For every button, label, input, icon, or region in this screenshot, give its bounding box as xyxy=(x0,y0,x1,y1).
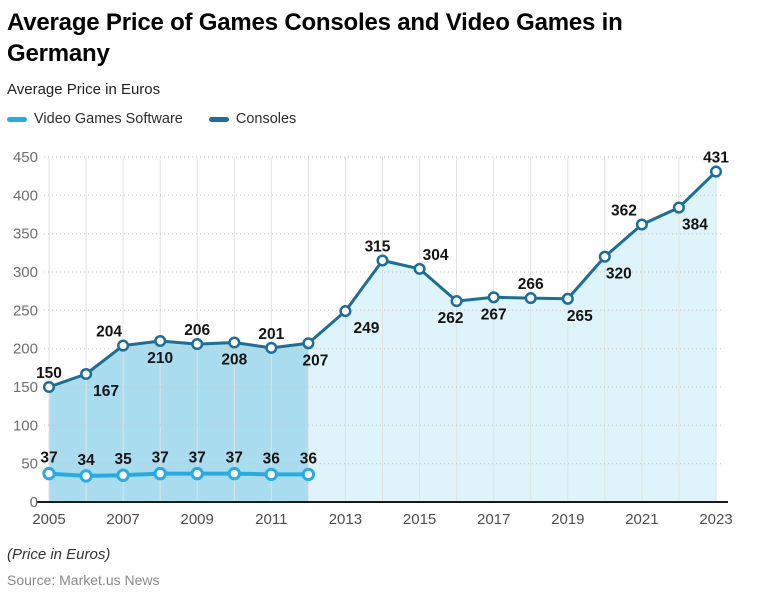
svg-text:36: 36 xyxy=(263,450,281,467)
legend: Video Games Software Consoles xyxy=(7,111,296,127)
svg-text:36: 36 xyxy=(300,450,318,467)
svg-text:2009: 2009 xyxy=(181,511,214,528)
svg-text:207: 207 xyxy=(302,352,328,369)
svg-text:431: 431 xyxy=(703,150,729,167)
svg-text:250: 250 xyxy=(13,302,38,319)
svg-text:150: 150 xyxy=(13,379,38,396)
svg-text:204: 204 xyxy=(96,324,122,341)
consoles-markers xyxy=(42,165,723,394)
video-games-software-swatch-icon xyxy=(7,116,27,122)
svg-text:265: 265 xyxy=(567,308,593,325)
chart-area: 0 50 100 150 200 250 300 350 400 450 2005 2007 2009 2… xyxy=(0,148,768,540)
svg-text:210: 210 xyxy=(147,350,173,367)
svg-text:2021: 2021 xyxy=(625,511,658,528)
svg-text:37: 37 xyxy=(40,450,57,467)
svg-text:400: 400 xyxy=(13,187,38,204)
svg-text:50: 50 xyxy=(21,456,38,473)
highlight-band xyxy=(49,341,309,502)
svg-text:304: 304 xyxy=(423,247,449,264)
svg-text:2017: 2017 xyxy=(477,511,510,528)
svg-text:2011: 2011 xyxy=(255,511,287,528)
legend-label-video-games-software: Video Games Software xyxy=(34,111,183,127)
svg-text:0: 0 xyxy=(30,494,38,511)
consoles-swatch-icon xyxy=(208,116,229,122)
svg-text:362: 362 xyxy=(611,203,637,220)
svg-text:37: 37 xyxy=(226,450,243,467)
svg-text:2019: 2019 xyxy=(551,511,584,528)
svg-text:249: 249 xyxy=(353,320,379,337)
svg-text:2013: 2013 xyxy=(329,511,362,528)
y-axis-tick-labels: 0 50 100 150 200 250 300 350 400 450 xyxy=(13,149,38,511)
video-games-software-markers xyxy=(42,466,316,483)
legend-label-consoles: Consoles xyxy=(235,111,297,127)
consoles-data-labels: 150 167 204 210 206 208 201 207 249 315 304 262 267 2… xyxy=(36,150,729,400)
svg-text:266: 266 xyxy=(518,276,544,293)
video-games-software-data-labels: 37 34 35 37 37 37 36 36 xyxy=(40,450,317,469)
gridlines xyxy=(44,156,723,502)
legend-item-consoles: Consoles xyxy=(208,111,297,127)
svg-text:450: 450 xyxy=(13,149,38,166)
svg-text:320: 320 xyxy=(606,266,632,283)
svg-text:315: 315 xyxy=(365,239,391,256)
svg-text:200: 200 xyxy=(13,341,38,358)
svg-text:201: 201 xyxy=(258,326,284,343)
svg-text:150: 150 xyxy=(36,365,62,382)
source-credit: Source: Market.us News xyxy=(7,572,160,588)
svg-text:2015: 2015 xyxy=(403,511,436,528)
svg-text:267: 267 xyxy=(481,306,507,323)
svg-text:37: 37 xyxy=(189,450,206,467)
svg-text:34: 34 xyxy=(77,452,95,469)
svg-text:2023: 2023 xyxy=(699,511,732,528)
chart-subtitle: Average Price in Euros xyxy=(7,81,161,98)
svg-text:2007: 2007 xyxy=(106,511,139,528)
x-axis-tick-labels: 2005 2007 2009 2011 2013 2015 2017 2019 2021 2023 xyxy=(32,511,732,528)
svg-text:300: 300 xyxy=(13,264,38,281)
price-unit-footnote: (Price in Euros) xyxy=(7,546,111,563)
legend-item-video-games-software: Video Games Software xyxy=(7,111,183,127)
svg-text:206: 206 xyxy=(184,322,210,339)
svg-text:384: 384 xyxy=(682,217,708,234)
chart-title: Average Price of Games Consoles and Vide… xyxy=(7,9,623,68)
svg-text:350: 350 xyxy=(13,226,38,243)
svg-text:2005: 2005 xyxy=(32,511,65,528)
svg-text:37: 37 xyxy=(152,450,169,467)
svg-text:262: 262 xyxy=(438,310,464,327)
svg-text:167: 167 xyxy=(93,383,119,400)
svg-text:35: 35 xyxy=(114,451,132,468)
svg-text:208: 208 xyxy=(221,352,247,369)
svg-text:100: 100 xyxy=(13,417,38,434)
